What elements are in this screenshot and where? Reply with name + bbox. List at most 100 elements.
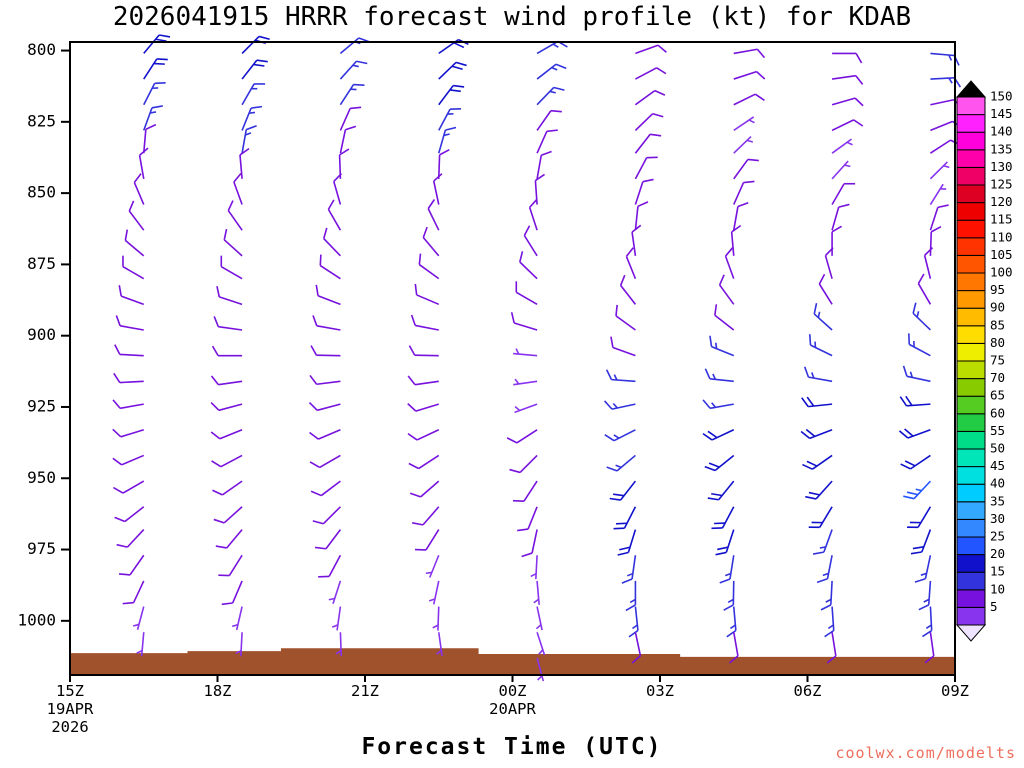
wind-barb bbox=[826, 632, 837, 664]
colorbar-value-label: 95 bbox=[990, 282, 1005, 297]
y-tick-label: 950 bbox=[27, 468, 56, 487]
colorbar-value-label: 125 bbox=[990, 177, 1013, 192]
wind-barb bbox=[118, 285, 145, 306]
wind-barb bbox=[805, 480, 833, 500]
wind-barb bbox=[730, 224, 742, 256]
wind-barbs bbox=[112, 34, 962, 682]
colorbar-segment bbox=[956, 606, 986, 626]
y-tick-label: 800 bbox=[27, 40, 56, 59]
wind-barb bbox=[241, 83, 266, 106]
wind-barb bbox=[610, 336, 636, 357]
wind-barb bbox=[118, 554, 145, 576]
wind-barb bbox=[521, 529, 538, 558]
colorbar-segment bbox=[956, 254, 986, 274]
wind-barb bbox=[438, 61, 467, 80]
wind-barb bbox=[318, 554, 342, 578]
colorbar-value-label: 75 bbox=[990, 353, 1005, 368]
wind-barb bbox=[215, 529, 243, 549]
colorbar-value-label: 110 bbox=[990, 229, 1013, 244]
colorbar-segment bbox=[956, 237, 986, 256]
wind-barb bbox=[711, 506, 735, 530]
watermark-link[interactable]: coolwx.com/modelts bbox=[835, 744, 1016, 762]
wind-barb bbox=[142, 105, 163, 131]
wind-barb bbox=[831, 225, 843, 256]
wind-barb bbox=[114, 506, 145, 523]
wind-barb bbox=[704, 368, 734, 383]
colorbar-top-cap bbox=[955, 80, 987, 98]
colorbar-segment bbox=[956, 96, 986, 116]
wind-barb bbox=[409, 480, 440, 498]
wind-barb bbox=[631, 632, 642, 664]
colorbar-value-label: 40 bbox=[990, 476, 1005, 491]
wind-barb bbox=[218, 554, 243, 577]
x-date-label: 19APR bbox=[47, 700, 94, 718]
colorbar-value-label: 5 bbox=[990, 599, 998, 614]
wind-barb bbox=[212, 480, 243, 496]
wind-barb bbox=[733, 135, 754, 154]
wind-barb bbox=[124, 229, 145, 257]
wind-barb bbox=[221, 580, 243, 606]
wind-barb bbox=[709, 335, 735, 357]
wind-barb bbox=[407, 403, 439, 412]
colorbar-segment bbox=[956, 466, 986, 485]
wind-barb bbox=[510, 312, 538, 331]
colorbar-value-label: 25 bbox=[990, 529, 1005, 544]
wind-barb bbox=[617, 529, 637, 556]
wind-barb bbox=[634, 89, 666, 106]
x-date-label: 2026 bbox=[51, 718, 88, 736]
wind-barb bbox=[335, 632, 343, 657]
wind-barb bbox=[719, 555, 735, 584]
colorbar-value-label: 140 bbox=[990, 124, 1013, 139]
wind-barb bbox=[605, 369, 636, 383]
wind-barb bbox=[333, 172, 343, 205]
wind-barb bbox=[609, 480, 637, 501]
y-tick-label: 875 bbox=[27, 254, 56, 273]
wind-barb bbox=[432, 606, 440, 631]
wind-barb bbox=[339, 37, 370, 55]
wind-barb bbox=[914, 555, 932, 583]
wind-barb bbox=[813, 303, 833, 331]
wind-barb bbox=[128, 200, 145, 231]
speed-colorbar: 5 10 15 20 25 30 35 40 45 50 55 60 65 70 75 80 85 90 95 100… bbox=[955, 80, 1013, 642]
wind-barb bbox=[728, 632, 739, 664]
wind-barb bbox=[900, 454, 931, 470]
wind-barb bbox=[308, 401, 341, 412]
wind-barb bbox=[428, 580, 440, 605]
wind-barb bbox=[418, 253, 440, 280]
wind-barb bbox=[634, 133, 662, 154]
wind-barb bbox=[512, 480, 538, 503]
wind-barb bbox=[216, 285, 243, 306]
wind-barb bbox=[831, 160, 851, 180]
wind-barb bbox=[634, 201, 649, 231]
wind-barb bbox=[231, 606, 243, 631]
wind-barb bbox=[831, 182, 856, 205]
colorbar-value-label: 115 bbox=[990, 212, 1013, 227]
wind-barb bbox=[606, 454, 636, 472]
wind-barb bbox=[227, 200, 243, 231]
wind-barb bbox=[339, 60, 368, 80]
wind-barb bbox=[929, 183, 947, 205]
wind-barb bbox=[803, 366, 833, 383]
wind-barb bbox=[339, 106, 362, 131]
wind-barb bbox=[322, 227, 341, 257]
wind-barb bbox=[530, 555, 538, 580]
wind-barb bbox=[223, 228, 243, 257]
wind-barb bbox=[726, 606, 737, 638]
colorbar-segment bbox=[956, 483, 986, 503]
wind-barb bbox=[536, 150, 552, 180]
wind-barb bbox=[415, 529, 440, 551]
colorbar-value-label: 135 bbox=[990, 141, 1013, 156]
wind-barb bbox=[536, 129, 558, 154]
colorbar-value-label: 50 bbox=[990, 441, 1005, 456]
wind-barb bbox=[220, 255, 243, 280]
wind-barb bbox=[908, 333, 931, 357]
colorbar-value-label: 120 bbox=[990, 194, 1013, 209]
wind-barb bbox=[831, 74, 864, 85]
colorbar-value-label: 70 bbox=[990, 370, 1005, 385]
wind-barb bbox=[634, 156, 658, 180]
wind-barb bbox=[328, 580, 342, 604]
wind-barb bbox=[903, 480, 932, 500]
colorbar-value-label: 30 bbox=[990, 511, 1005, 526]
wind-barb bbox=[536, 657, 545, 682]
colorbar-segment bbox=[956, 448, 986, 468]
